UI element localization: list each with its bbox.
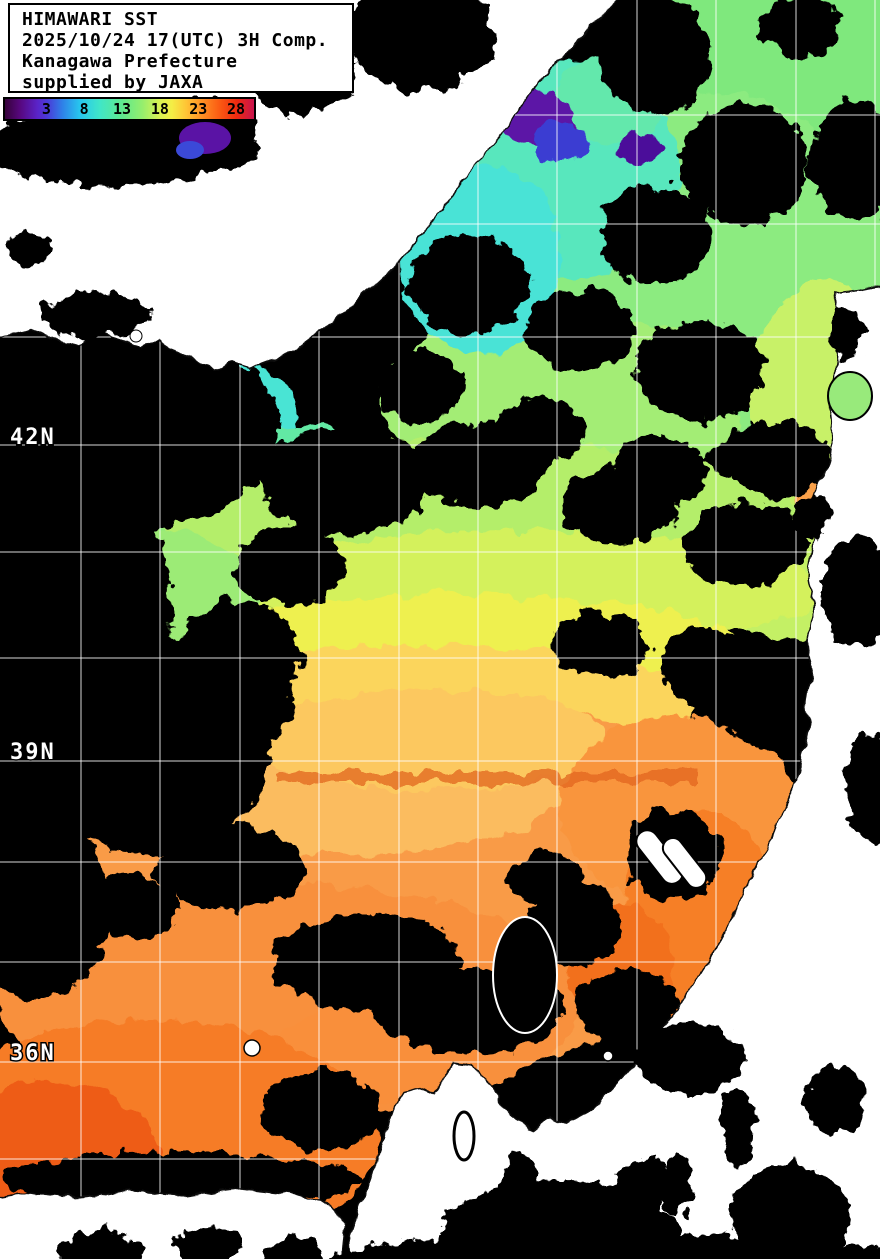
colorbar-tick-8: 8: [79, 100, 89, 118]
latitude-labels: 42N 39N 36N: [9, 424, 56, 1068]
colorbar-tick-3: 3: [41, 100, 51, 118]
coastal-lagoon: [827, 371, 873, 421]
colorbar-tick-23: 23: [189, 100, 208, 118]
latitude-label-36n: 36N: [10, 1041, 56, 1066]
latitude-label-39n: 39N: [10, 740, 56, 765]
colorbar-gradient: [5, 99, 254, 119]
colorbar-tick-13: 13: [112, 100, 132, 118]
colorbar-tick-28: 28: [227, 100, 246, 118]
title-credit: supplied by JAXA: [22, 72, 204, 93]
title-datetime: 2025/10/24 17(UTC) 3H Comp.: [22, 30, 329, 51]
lake-biwa: [452, 1110, 476, 1162]
map-title-box: HIMAWARI SST 2025/10/24 17(UTC) 3H Comp.…: [8, 3, 354, 93]
land-honshu-and-tohoku-coast: [349, 284, 880, 1259]
latitude-label-42n: 42N: [10, 425, 56, 450]
small-island-2: [243, 1039, 261, 1057]
small-island-3: [129, 329, 143, 343]
title-product-name: HIMAWARI SST: [22, 9, 159, 30]
sado-island: [635, 829, 708, 889]
title-region: Kanagawa Prefecture: [22, 51, 238, 72]
sst-colorbar: 3 8 13 18 23 28: [3, 97, 256, 121]
cold-lagoon-patch2: [176, 141, 204, 159]
cloud-layer: [0, 0, 880, 1208]
small-island-1: [602, 1050, 614, 1062]
cloudy-noto-peninsula: [492, 916, 558, 1034]
colorbar-tick-18: 18: [150, 100, 169, 118]
